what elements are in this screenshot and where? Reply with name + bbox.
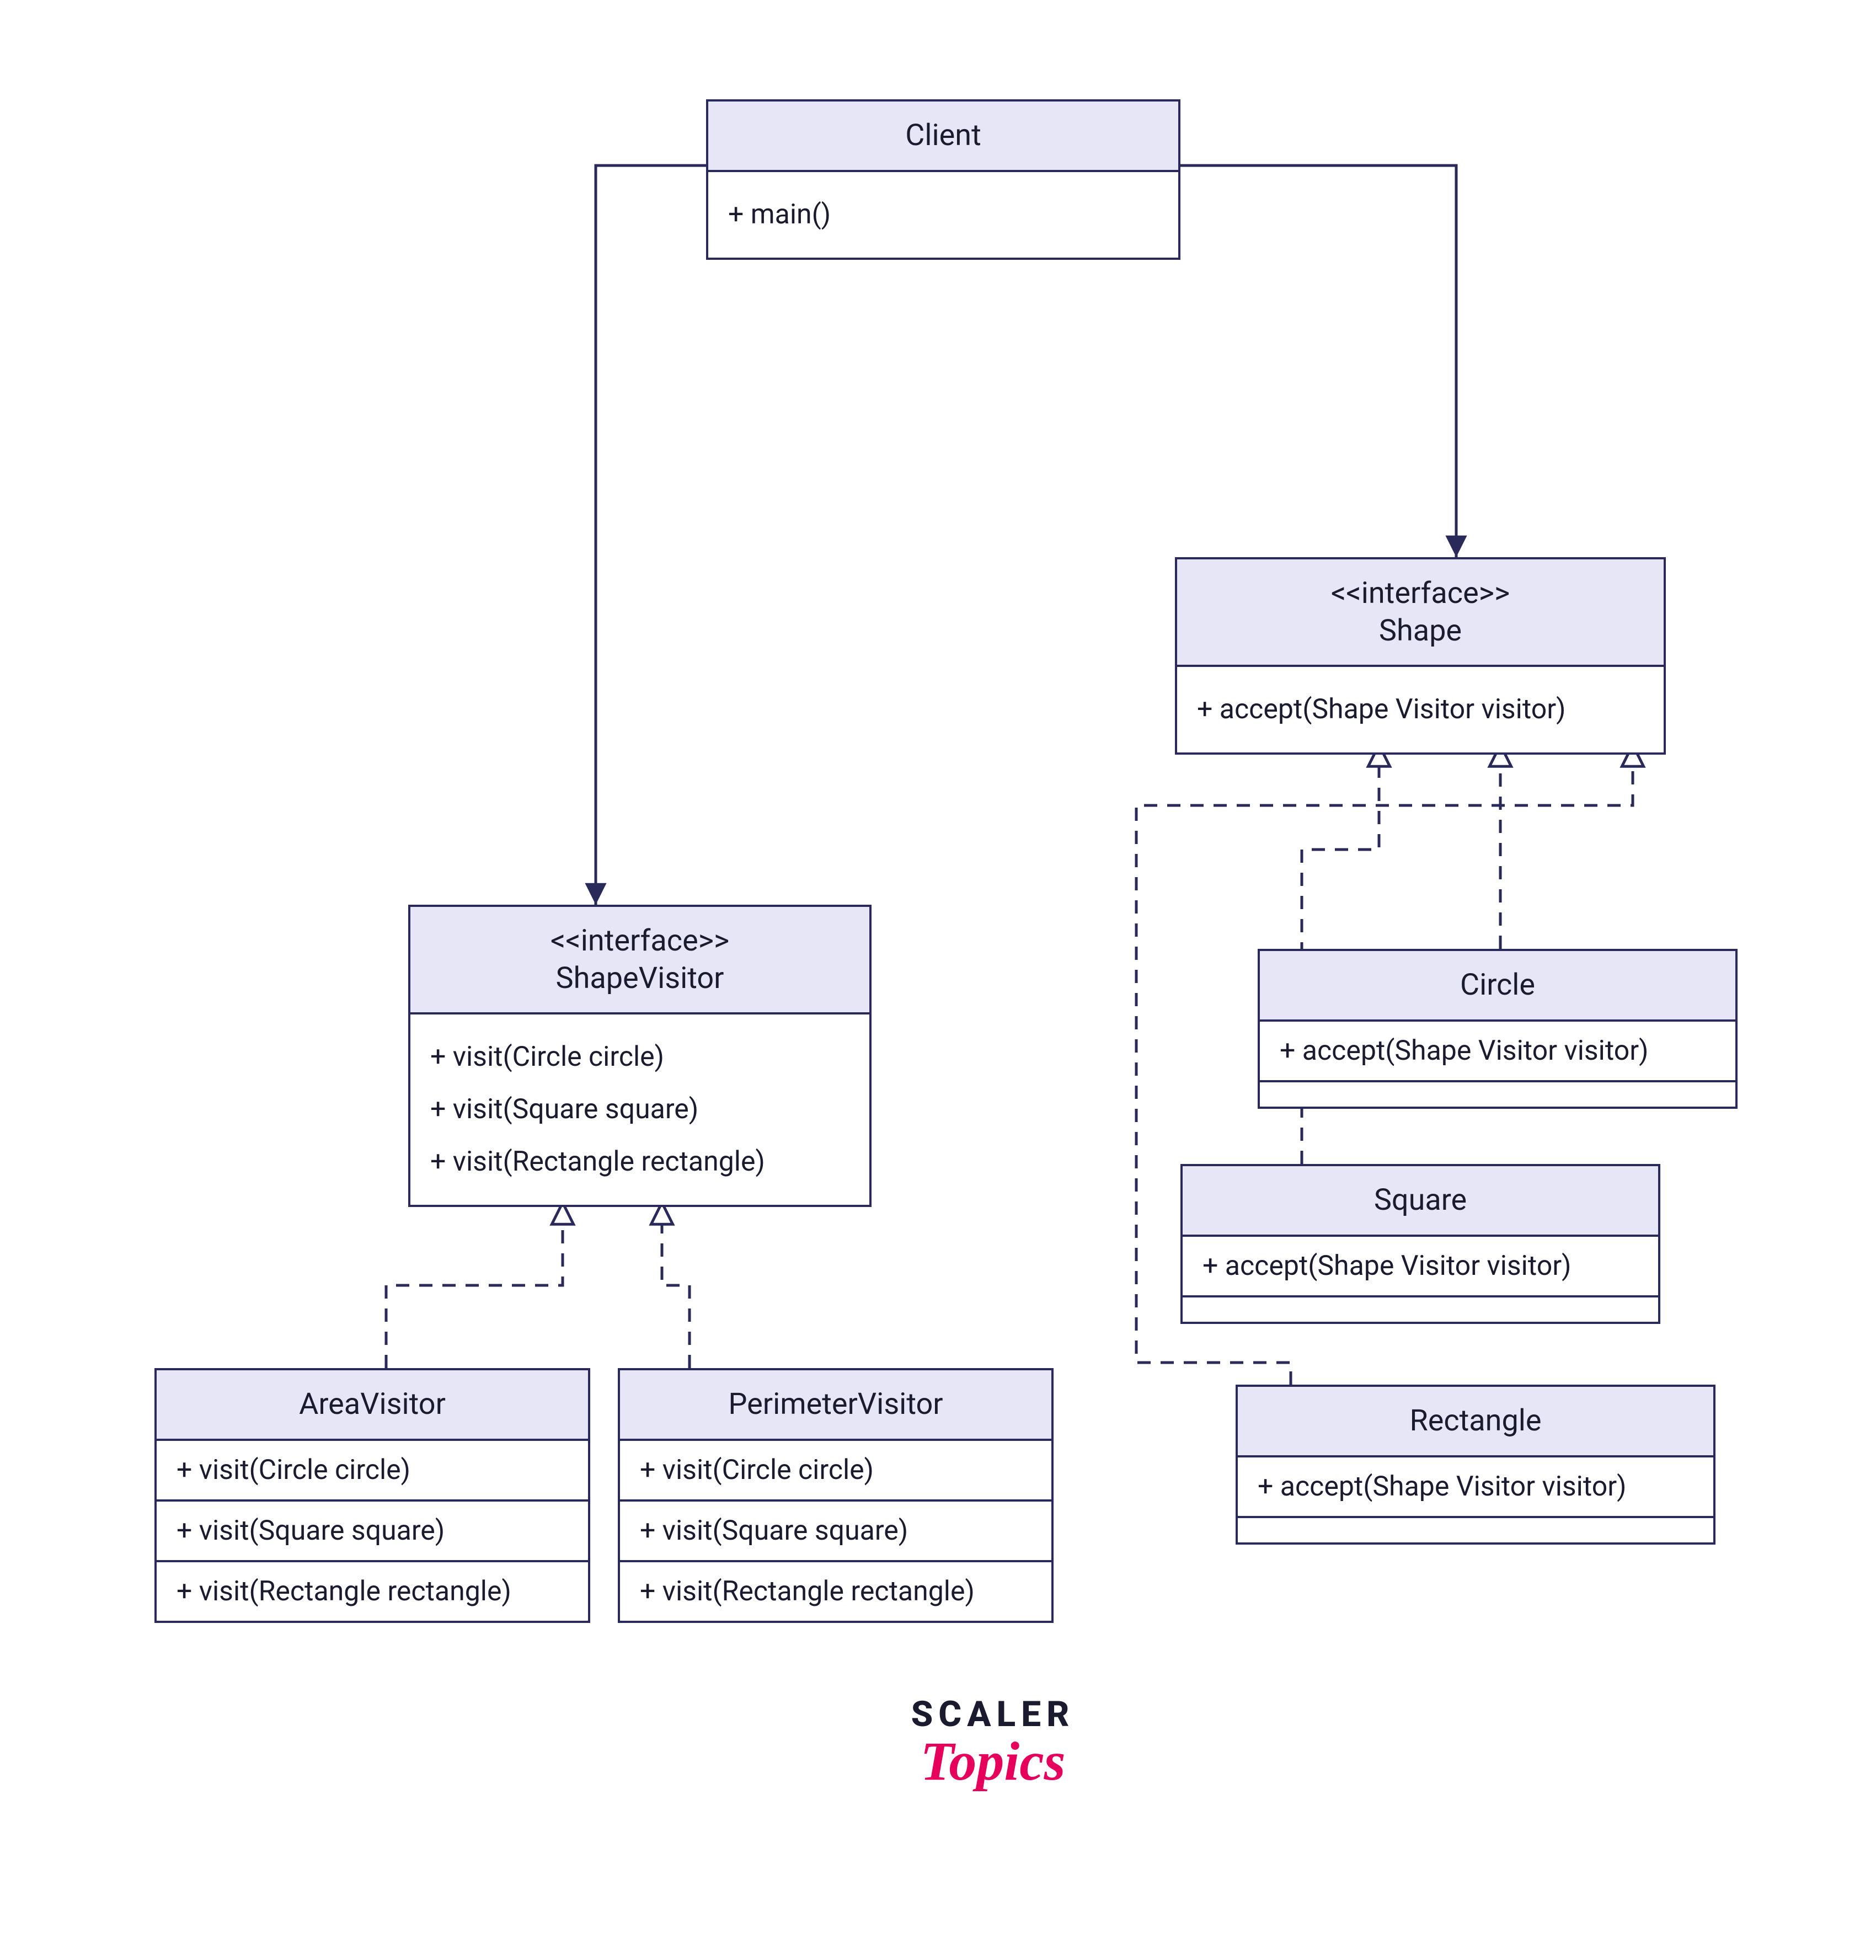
uml-class-shape-visitor: <<interface>>ShapeVisitor+ visit(Circle … bbox=[408, 905, 872, 1207]
uml-class-header: PerimeterVisitor bbox=[620, 1370, 1051, 1441]
uml-stereotype: <<interface>> bbox=[421, 922, 858, 960]
uml-class-header: <<interface>>ShapeVisitor bbox=[410, 907, 869, 1014]
uml-class-shape: <<interface>>Shape + accept(Shape Visitor… bbox=[1175, 557, 1666, 755]
uml-method: + visit(Square square) bbox=[430, 1083, 849, 1136]
diagram-canvas: Client+ main()<<interface>>Shape+ accept… bbox=[0, 0, 1876, 1960]
uml-method-row: + visit(Circle circle) bbox=[157, 1441, 588, 1499]
edge-arrow-client-to-shapevisitor bbox=[585, 883, 606, 905]
edge-arrow-client-to-shape bbox=[1445, 536, 1467, 557]
logo-line1: SCALER bbox=[844, 1694, 1142, 1735]
uml-method-row: + accept(Shape Visitor visitor) bbox=[1260, 1022, 1735, 1080]
uml-class-name: ShapeVisitor bbox=[421, 960, 858, 997]
uml-class-header: Circle bbox=[1260, 951, 1735, 1022]
uml-empty-compartment bbox=[1260, 1080, 1735, 1093]
uml-method: + visit(Circle circle) bbox=[430, 1031, 849, 1083]
uml-method: + accept(Shape Visitor visitor) bbox=[1197, 683, 1644, 736]
uml-class-name: PerimeterVisitor bbox=[631, 1386, 1040, 1423]
uml-class-body: + accept(Shape Visitor visitor) bbox=[1177, 667, 1664, 752]
uml-method-row: + visit(Circle circle) bbox=[620, 1441, 1051, 1499]
edge-perimeter-to-shapevisitor bbox=[662, 1203, 690, 1368]
uml-class-name: Circle bbox=[1271, 966, 1724, 1004]
uml-empty-compartment bbox=[1238, 1516, 1713, 1529]
uml-class-name: Shape bbox=[1188, 612, 1653, 650]
uml-class-name: AreaVisitor bbox=[168, 1386, 577, 1423]
uml-class-client: Client + main() bbox=[706, 99, 1180, 260]
uml-class-header: Square bbox=[1183, 1166, 1658, 1237]
uml-method-row: + visit(Rectangle rectangle) bbox=[157, 1560, 588, 1621]
logo-line2: Topics bbox=[844, 1729, 1142, 1793]
uml-class-rectangle: Rectangle + accept(Shape Visitor visitor) bbox=[1236, 1385, 1715, 1545]
uml-class-square: Square + accept(Shape Visitor visitor) bbox=[1180, 1164, 1660, 1324]
uml-class-circle: Circle + accept(Shape Visitor visitor) bbox=[1258, 949, 1738, 1109]
uml-class-perimeter-visitor: PerimeterVisitor+ visit(Circle circle)+ … bbox=[618, 1368, 1054, 1623]
uml-class-body: + main() bbox=[708, 172, 1178, 258]
uml-method-row: + visit(Square square) bbox=[157, 1499, 588, 1560]
uml-method: + main() bbox=[728, 189, 1158, 241]
uml-method-row: + accept(Shape Visitor visitor) bbox=[1238, 1457, 1713, 1516]
uml-stereotype: <<interface>> bbox=[1188, 575, 1653, 612]
uml-class-body: + visit(Circle circle)+ visit(Square squ… bbox=[410, 1014, 869, 1205]
uml-class-name: Client bbox=[719, 117, 1167, 154]
uml-method-row: + visit(Square square) bbox=[620, 1499, 1051, 1560]
edge-area-to-shapevisitor bbox=[386, 1203, 563, 1368]
uml-class-name: Rectangle bbox=[1249, 1402, 1702, 1440]
scaler-topics-logo: SCALER Topics bbox=[844, 1694, 1142, 1793]
uml-empty-compartment bbox=[1183, 1295, 1658, 1309]
uml-method-row: + accept(Shape Visitor visitor) bbox=[1183, 1237, 1658, 1295]
uml-class-name: Square bbox=[1194, 1182, 1647, 1219]
uml-method: + visit(Rectangle rectangle) bbox=[430, 1136, 849, 1188]
uml-class-header: Client bbox=[708, 102, 1178, 172]
edge-client-to-shapevisitor bbox=[596, 165, 706, 905]
uml-class-header: Rectangle bbox=[1238, 1387, 1713, 1457]
uml-class-header: <<interface>>Shape bbox=[1177, 559, 1664, 667]
uml-method-row: + visit(Rectangle rectangle) bbox=[620, 1560, 1051, 1621]
edge-client-to-shape bbox=[1180, 165, 1456, 557]
uml-class-header: AreaVisitor bbox=[157, 1370, 588, 1441]
uml-class-area-visitor: AreaVisitor+ visit(Circle circle)+ visit… bbox=[154, 1368, 590, 1623]
